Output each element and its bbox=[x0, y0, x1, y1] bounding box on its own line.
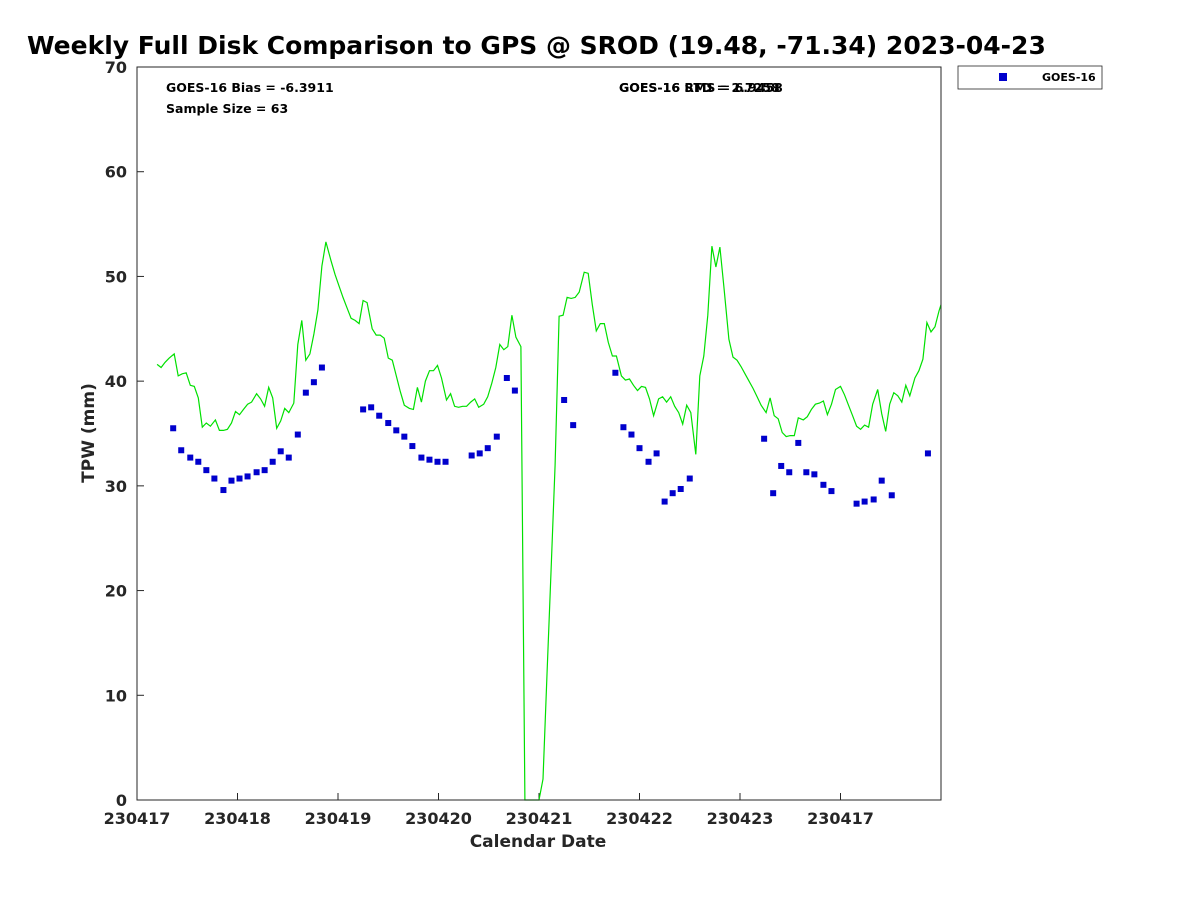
goes16-point bbox=[434, 458, 441, 465]
goes16-point bbox=[220, 487, 227, 494]
goes16-point bbox=[861, 498, 868, 505]
legend: GOES-16 bbox=[957, 65, 1103, 90]
goes16-point bbox=[401, 433, 408, 440]
goes16-point bbox=[244, 473, 251, 480]
goes16-point bbox=[393, 427, 400, 434]
goes16-point bbox=[570, 422, 577, 429]
goes16-point bbox=[360, 406, 367, 413]
goes16-point bbox=[803, 469, 810, 476]
x-tick-label: 230419 bbox=[305, 809, 372, 828]
axis-ticks bbox=[136, 66, 841, 801]
goes16-point bbox=[686, 475, 693, 482]
goes16-point bbox=[468, 452, 475, 459]
goes16-point bbox=[786, 469, 793, 476]
goes16-point bbox=[811, 471, 818, 478]
legend-marker-goes16 bbox=[999, 73, 1007, 81]
goes16-point bbox=[228, 477, 235, 484]
goes16-point bbox=[778, 462, 785, 469]
goes16-point bbox=[770, 490, 777, 497]
legend-box bbox=[957, 65, 1103, 90]
y-tick-label: 0 bbox=[116, 791, 127, 810]
y-tick-label: 60 bbox=[105, 163, 127, 182]
y-tick-label: 50 bbox=[105, 267, 127, 286]
goes16-series-points bbox=[170, 364, 931, 507]
gps-series-line bbox=[156, 241, 942, 801]
goes16-point bbox=[310, 379, 317, 386]
goes16-point bbox=[269, 458, 276, 465]
goes16-point bbox=[878, 477, 885, 484]
goes16-point bbox=[561, 396, 568, 403]
sample-size-annotation: Sample Size = 63 bbox=[166, 101, 288, 116]
goes16-point bbox=[484, 445, 491, 452]
x-tick-label: 230420 bbox=[405, 809, 472, 828]
goes16-point bbox=[253, 469, 260, 476]
goes16-point bbox=[409, 443, 416, 450]
goes16-point bbox=[853, 500, 860, 507]
goes16-point bbox=[493, 433, 500, 440]
axes-frame bbox=[136, 66, 942, 801]
goes16-point bbox=[285, 454, 292, 461]
goes16-point bbox=[302, 389, 309, 396]
goes16-point bbox=[828, 488, 835, 495]
goes16-point bbox=[645, 458, 652, 465]
y-tick-label: 70 bbox=[105, 58, 127, 77]
goes16-point bbox=[376, 412, 383, 419]
goes16-point bbox=[261, 467, 268, 474]
x-tick-label: 230417 bbox=[807, 809, 874, 828]
goes16-point bbox=[795, 439, 802, 446]
y-tick-label: 40 bbox=[105, 372, 127, 391]
goes16-point bbox=[418, 454, 425, 461]
x-tick-label: 230423 bbox=[707, 809, 774, 828]
goes16-point bbox=[203, 467, 210, 474]
y-tick-label: 30 bbox=[105, 477, 127, 496]
goes16-point bbox=[888, 492, 895, 499]
rms-annotation: GOES-16 RMS = 6.9458 bbox=[619, 80, 783, 95]
goes16-point bbox=[511, 387, 518, 394]
goes16-point bbox=[170, 425, 177, 432]
plot-area bbox=[136, 66, 942, 801]
goes16-point bbox=[236, 475, 243, 482]
goes16-point bbox=[476, 450, 483, 457]
std-annotation: GOES-16 STD = 2.7258 bbox=[619, 80, 780, 95]
x-tick-label: 230417 bbox=[104, 809, 171, 828]
chart-title: Weekly Full Disk Comparison to GPS @ SRO… bbox=[27, 31, 1046, 60]
goes16-point bbox=[426, 456, 433, 463]
goes16-point bbox=[661, 498, 668, 505]
x-tick-label: 230421 bbox=[506, 809, 573, 828]
goes16-point bbox=[653, 450, 660, 457]
y-tick-labels: 0 10 20 30 40 50 60 70 bbox=[105, 58, 127, 810]
y-tick-label: 10 bbox=[105, 686, 127, 705]
goes16-point bbox=[368, 404, 375, 411]
y-axis-label: TPW (mm) bbox=[79, 383, 99, 483]
goes16-point bbox=[277, 448, 284, 455]
goes16-point bbox=[870, 496, 877, 503]
goes16-point bbox=[636, 445, 643, 452]
x-tick-label: 230422 bbox=[606, 809, 673, 828]
goes16-point bbox=[761, 435, 768, 442]
goes16-point bbox=[612, 369, 619, 376]
goes16-point bbox=[211, 475, 218, 482]
legend-label-goes16: GOES-16 bbox=[1042, 71, 1096, 84]
goes16-point bbox=[669, 490, 676, 497]
goes16-point bbox=[385, 420, 392, 427]
y-tick-label: 20 bbox=[105, 582, 127, 601]
goes16-point bbox=[195, 458, 202, 465]
x-tick-label: 230418 bbox=[204, 809, 271, 828]
goes16-point bbox=[628, 431, 635, 438]
goes16-point bbox=[924, 450, 931, 457]
x-tick-labels: 230417 230418 230419 230420 230421 230422 2304… bbox=[104, 809, 874, 828]
goes16-point bbox=[503, 375, 510, 382]
x-axis-label: Calendar Date bbox=[470, 832, 607, 852]
goes16-point bbox=[318, 364, 325, 371]
goes16-point bbox=[677, 485, 684, 492]
goes16-point bbox=[820, 481, 827, 488]
goes16-point bbox=[294, 431, 301, 438]
goes16-point bbox=[178, 447, 185, 454]
goes16-point bbox=[442, 458, 449, 465]
goes16-point bbox=[620, 424, 627, 431]
bias-annotation: GOES-16 Bias = -6.3911 bbox=[166, 80, 334, 95]
goes16-point bbox=[187, 454, 194, 461]
